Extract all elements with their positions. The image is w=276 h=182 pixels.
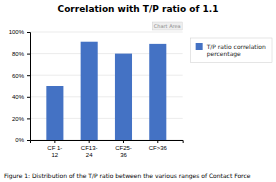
bars: [46, 42, 166, 140]
x-tick-label: CF25-36: [115, 145, 132, 158]
annotation-text: Chart Area: [154, 23, 181, 29]
y-tick-label: 80%: [12, 51, 25, 57]
y-tick-mark: [27, 118, 30, 119]
y-tick-label: 20%: [12, 116, 25, 122]
grid-line: [30, 32, 183, 33]
y-axis: 0% 20% 40% 60% 80% 100%: [9, 29, 31, 143]
legend: T/P ratio correlationpercentage: [191, 38, 272, 62]
x-tick-mark: [54, 140, 55, 143]
y-tick: 20%: [12, 116, 30, 122]
y-tick: 0%: [15, 137, 30, 143]
y-tick-mark: [27, 75, 30, 76]
x-tick-label: CF13-24: [81, 145, 98, 158]
y-axis-line: [27, 33, 31, 141]
x-tick-label: CF 1-12: [47, 145, 62, 158]
y-tick: 80%: [12, 51, 30, 57]
bar: [149, 44, 166, 140]
x-axis-line: [31, 141, 184, 144]
annotation-box: [152, 22, 182, 30]
legend-item: T/P ratio correlationpercentage: [196, 43, 266, 58]
bar: [81, 42, 98, 140]
caption: Figure 1: Distribution of the T/P ratio …: [4, 172, 251, 180]
y-tick-label: 40%: [12, 94, 25, 100]
y-tick: 40%: [12, 94, 30, 100]
bar: [115, 54, 132, 140]
y-tick-label: 0%: [15, 137, 24, 143]
x-tick: CF 1-12: [47, 140, 62, 158]
legend-frame: [191, 38, 272, 62]
x-tick: CF>36: [149, 140, 168, 151]
y-tick-mark: [27, 54, 30, 55]
x-tick: CF13-24: [81, 140, 98, 158]
y-tick: 60%: [12, 73, 30, 79]
x-tick-mark: [123, 140, 124, 143]
x-tick-mark: [157, 140, 158, 143]
legend-label: T/P ratio correlationpercentage: [206, 43, 266, 58]
x-tick: CF25-36: [115, 140, 132, 158]
chart: T/P ratio correlationpercentage Correlati…: [0, 0, 276, 182]
title: Correlation with T/P ratio of 1.1: [58, 4, 219, 14]
x-tick-mark: [89, 140, 90, 143]
y-tick: 100%: [9, 29, 30, 35]
y-tick-mark: [27, 97, 30, 98]
y-tick-label: 60%: [12, 73, 25, 79]
y-tick-mark: [27, 140, 30, 141]
plot: 0%20%40%60%80%100%CF 1-12CF13-24CF25-36C…: [9, 29, 184, 158]
grid: [30, 32, 183, 140]
y-tick-label: 100%: [9, 29, 25, 35]
legend-swatch: [196, 43, 203, 50]
x-tick-label: CF>36: [149, 145, 168, 151]
x-axis: CF 1-12 CF13-24 CF25-36 CF>36: [31, 140, 184, 158]
y-tick-mark: [27, 32, 30, 33]
bar: [46, 86, 63, 140]
annotation: Chart Area: [152, 22, 182, 30]
